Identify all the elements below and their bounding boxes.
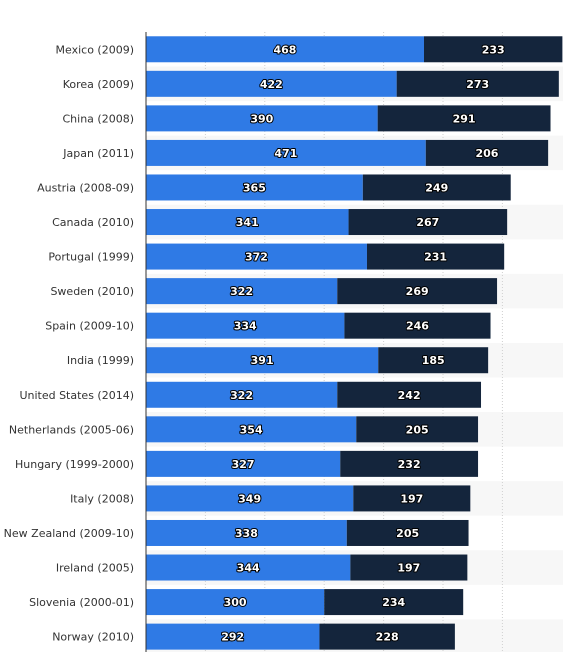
bar-china-2008-s1[interactable] (146, 105, 378, 132)
bar-netherlands-2005-06-s1[interactable] (146, 416, 357, 443)
category-label-mexico-2009: Mexico (2009) (56, 43, 134, 56)
bar-norway-2010-s1[interactable] (146, 623, 320, 650)
data-labels: 468 233 422 273 390 291 471 206 365 249 341 267 372 2… (220, 42, 505, 644)
bar-portugal-1999-s2[interactable] (366, 243, 505, 270)
data-label-portugal-1999-s2: 231 (424, 251, 447, 264)
data-label-mexico-2009-s1: 468 (274, 43, 297, 56)
data-label-spain-2009-10-s1: 334 (234, 320, 257, 333)
bar-india-1999-s1[interactable] (146, 347, 379, 374)
bar-netherlands-2005-06-s2[interactable] (356, 416, 479, 443)
category-label-hungary-1999-2000: Hungary (1999-2000) (15, 458, 134, 471)
data-label-mexico-2009-s2: 233 (482, 43, 505, 56)
bar-united-states-2014-s2[interactable] (337, 381, 482, 408)
data-label-norway-2010-s2: 228 (376, 631, 399, 644)
category-label-portugal-1999: Portugal (1999) (48, 251, 134, 264)
data-label-new-zealand-2009-10-s2: 205 (396, 527, 419, 540)
bar-spain-2009-10-s1[interactable] (146, 312, 345, 339)
category-labels: Mexico (2009) Korea (2009) China (2008) Jap… (4, 43, 134, 643)
bar-hungary-1999-2000-s1[interactable] (146, 450, 341, 477)
category-label-norway-2010: Norway (2010) (52, 631, 134, 644)
data-label-italy-2008-s1: 349 (238, 492, 261, 505)
category-label-canada-2010: Canada (2010) (52, 216, 134, 229)
data-label-netherlands-2005-06-s1: 354 (240, 423, 263, 436)
category-label-spain-2009-10: Spain (2009-10) (45, 320, 134, 333)
data-label-japan-2011-s1: 471 (274, 147, 297, 160)
bar-hungary-1999-2000-s2[interactable] (340, 450, 479, 477)
category-label-ireland-2005: Ireland (2005) (56, 562, 134, 575)
data-label-india-1999-s2: 185 (422, 354, 445, 367)
data-label-slovenia-2000-01-s1: 300 (224, 596, 247, 609)
data-label-ireland-2005-s2: 197 (397, 562, 420, 575)
data-label-korea-2009-s1: 422 (260, 78, 283, 91)
data-label-united-states-2014-s1: 322 (230, 389, 253, 402)
bar-canada-2010-s1[interactable] (146, 209, 349, 236)
category-label-new-zealand-2009-10: New Zealand (2009-10) (4, 527, 134, 540)
bar-sweden-2010-s1[interactable] (146, 278, 338, 305)
data-label-china-2008-s2: 291 (453, 112, 476, 125)
data-label-sweden-2010-s2: 269 (406, 285, 429, 298)
data-label-ireland-2005-s1: 344 (237, 562, 260, 575)
category-label-china-2008: China (2008) (63, 112, 135, 125)
data-label-portugal-1999-s1: 372 (245, 251, 268, 264)
data-label-korea-2009-s2: 273 (466, 78, 489, 91)
bars (146, 36, 563, 650)
data-label-netherlands-2005-06-s2: 205 (406, 423, 429, 436)
data-label-canada-2010-s2: 267 (416, 216, 439, 229)
bar-canada-2010-s2[interactable] (348, 209, 508, 236)
bar-portugal-1999-s1[interactable] (146, 243, 367, 270)
category-label-italy-2008: Italy (2008) (70, 492, 134, 505)
bar-slovenia-2000-01-s1[interactable] (146, 589, 325, 616)
data-label-japan-2011-s2: 206 (475, 147, 498, 160)
bar-ireland-2005-s1[interactable] (146, 554, 351, 581)
data-label-austria-2008-09-s1: 365 (243, 181, 266, 194)
bar-austria-2008-09-s2[interactable] (362, 174, 511, 201)
bar-united-states-2014-s1[interactable] (146, 381, 338, 408)
bar-india-1999-s2[interactable] (378, 347, 489, 374)
category-label-austria-2008-09: Austria (2008-09) (37, 181, 134, 194)
bar-sweden-2010-s2[interactable] (337, 278, 498, 305)
category-label-japan-2011: Japan (2011) (62, 147, 134, 160)
bar-new-zealand-2009-10-s2[interactable] (346, 519, 469, 546)
data-label-italy-2008-s2: 197 (400, 492, 423, 505)
data-label-norway-2010-s1: 292 (221, 631, 244, 644)
data-label-new-zealand-2009-10-s1: 338 (235, 527, 258, 540)
category-label-slovenia-2000-01: Slovenia (2000-01) (29, 596, 134, 609)
data-label-united-states-2014-s2: 242 (398, 389, 421, 402)
data-label-sweden-2010-s1: 322 (230, 285, 253, 298)
category-label-sweden-2010: Sweden (2010) (50, 285, 134, 298)
category-label-korea-2009: Korea (2009) (63, 78, 134, 91)
bar-korea-2009-s1[interactable] (146, 70, 397, 97)
data-label-canada-2010-s1: 341 (236, 216, 259, 229)
data-label-india-1999-s1: 391 (251, 354, 274, 367)
bar-korea-2009-s2[interactable] (396, 70, 559, 97)
bar-japan-2011-s1[interactable] (146, 139, 426, 166)
data-label-slovenia-2000-01-s2: 234 (382, 596, 405, 609)
bar-ireland-2005-s2[interactable] (350, 554, 468, 581)
bar-new-zealand-2009-10-s1[interactable] (146, 519, 347, 546)
bar-mexico-2009-s2[interactable] (423, 36, 563, 63)
bar-china-2008-s2[interactable] (377, 105, 551, 132)
category-label-netherlands-2005-06: Netherlands (2005-06) (9, 423, 134, 436)
bar-italy-2008-s1[interactable] (146, 485, 354, 512)
bar-slovenia-2000-01-s2[interactable] (324, 589, 464, 616)
data-label-austria-2008-09-s2: 249 (425, 181, 448, 194)
bar-mexico-2009-s1[interactable] (146, 36, 424, 63)
data-label-hungary-1999-2000-s2: 232 (398, 458, 421, 471)
category-label-united-states-2014: United States (2014) (19, 389, 134, 402)
data-label-spain-2009-10-s2: 246 (406, 320, 429, 333)
bar-japan-2011-s2[interactable] (425, 139, 549, 166)
bar-norway-2010-s2[interactable] (319, 623, 455, 650)
bar-italy-2008-s2[interactable] (353, 485, 471, 512)
data-label-hungary-1999-2000-s1: 327 (232, 458, 255, 471)
data-label-china-2008-s1: 390 (250, 112, 273, 125)
category-label-india-1999: India (1999) (67, 354, 134, 367)
bar-austria-2008-09-s1[interactable] (146, 174, 363, 201)
bar-spain-2009-10-s2[interactable] (344, 312, 491, 339)
